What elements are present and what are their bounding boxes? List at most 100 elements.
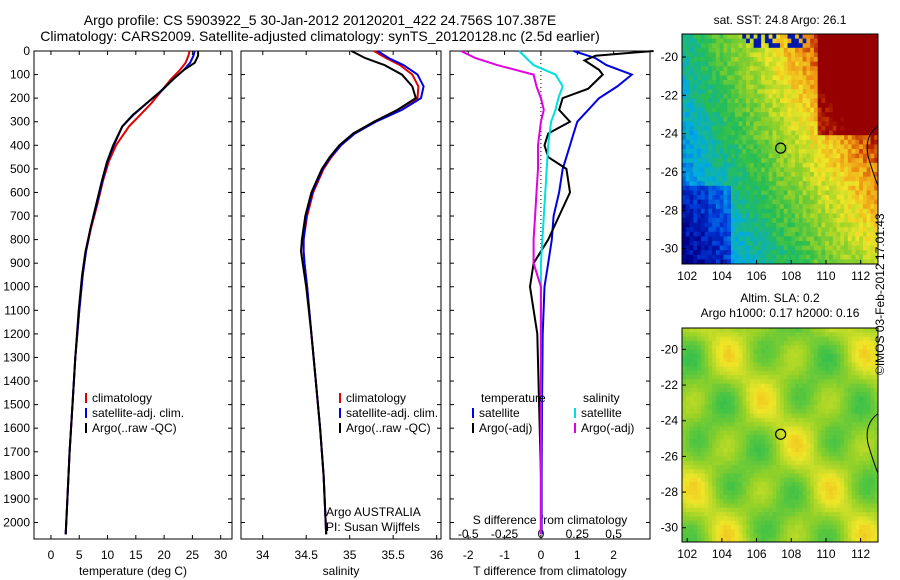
sla-map-cell [742, 379, 747, 385]
sla-map-cell [798, 426, 804, 432]
sst-map-cell [689, 80, 694, 85]
sla-map-cell [780, 413, 785, 419]
sla-map-cell [734, 357, 739, 363]
sst-map-cell [727, 199, 732, 205]
sla-map-cell [847, 537, 853, 543]
sst-map-cell [829, 107, 834, 113]
sst-map-cell [866, 107, 871, 113]
sla-map-cell [855, 456, 860, 462]
sst-map-cell [715, 43, 721, 49]
sst-map-cell [825, 195, 830, 200]
sst-map-cell [689, 218, 694, 223]
sst-map-cell [847, 218, 853, 223]
sst-map-cell [829, 75, 834, 81]
sla-map-cell [791, 435, 796, 440]
sla-map-cell [693, 413, 698, 419]
sst-map-cell [832, 38, 837, 44]
sla-map-cell [791, 512, 796, 517]
sst-map-cell [825, 213, 830, 219]
sla-map-cell [715, 469, 721, 474]
sst-map-cell [862, 259, 868, 265]
sla-map-cell [753, 409, 758, 414]
sst-map-cell [874, 227, 879, 233]
sla-map-cell [704, 533, 709, 539]
sla-map-cell [693, 426, 698, 432]
sla-map-cell [742, 537, 747, 543]
sst-map-cell [727, 61, 732, 67]
sst-map-cell [787, 70, 792, 76]
sla-map-cell [738, 383, 743, 389]
sst-map-cell [772, 149, 777, 154]
sst-map-cell [791, 38, 796, 44]
sst-map-y-tick-label: -28 [661, 203, 679, 217]
sla-map-cell [685, 383, 690, 389]
sla-map-cell [847, 370, 853, 376]
sst-map-cell [802, 121, 807, 127]
sla-map-cell [734, 516, 739, 521]
sla-map-cell [840, 443, 845, 449]
sst-map-cell [723, 162, 728, 168]
sla-map-cell [768, 477, 773, 483]
sst-map-cell [813, 80, 819, 85]
sst-map-cell [704, 103, 709, 108]
sla-map-cell [802, 426, 807, 432]
sla-map-cell [693, 533, 698, 539]
sst-map-cell [870, 47, 875, 53]
sst-map-cell [783, 52, 788, 58]
sst-map-cell [836, 213, 841, 219]
sst-map-cell [685, 185, 690, 191]
sst-map-cell [776, 52, 781, 58]
sst-map-cell [768, 139, 773, 145]
sla-map-cell [825, 409, 830, 414]
sst-map-cell [847, 98, 853, 104]
sla-map-cell [855, 345, 860, 350]
sla-map-cell [855, 507, 860, 513]
sla-map-cell [700, 392, 706, 397]
sst-map-cell [689, 43, 694, 49]
sst-map-cell [806, 34, 811, 39]
sst-map-cell [708, 176, 713, 182]
sla-map-cell [832, 430, 837, 436]
sst-map-cell [772, 57, 777, 62]
sla-map-cell [742, 349, 747, 355]
sla-map-cell [847, 499, 853, 504]
sst-map-cell [704, 158, 709, 164]
sla-map-cell [840, 460, 845, 466]
sst-map-cell [829, 144, 834, 150]
sst-map-cell [780, 121, 785, 127]
sst-map-cell [787, 38, 792, 44]
sst-map-cell [844, 254, 849, 260]
sst-map-cell [847, 139, 853, 145]
sla-map-cell [757, 375, 762, 380]
sst-map-cell [862, 98, 868, 104]
sst-map-cell [764, 126, 770, 131]
sla-map-cell [742, 460, 747, 466]
sla-map-cell [689, 524, 694, 530]
sla-map-cell [829, 447, 834, 453]
sst-map-cell [757, 259, 762, 265]
sla-map-cell [776, 507, 781, 513]
sst-map-y-tick-label: -26 [661, 165, 679, 179]
sst-map-cell [780, 158, 785, 164]
sst-map-cell [817, 204, 822, 210]
sst-map-cell [813, 245, 819, 251]
sla-map-cell [847, 469, 853, 474]
sla-map-cell [734, 464, 739, 470]
sst-map-cell [764, 70, 770, 76]
sst-map-cell [859, 144, 864, 150]
sla-map-cell [731, 452, 736, 457]
sla-map-cell [810, 435, 815, 440]
sst-map-cell [844, 57, 849, 62]
sla-map-cell [682, 512, 687, 517]
sst-map-cell [697, 112, 702, 118]
sst-map-cell [806, 208, 811, 214]
sst-map-cell [738, 204, 743, 210]
sst-map-cell [783, 208, 788, 214]
sst-map-cell [874, 167, 879, 173]
sst-map-cell [874, 130, 879, 136]
sst-map-cell [798, 34, 804, 39]
sst-map-cell [821, 227, 826, 233]
sst-map-cell [783, 195, 788, 200]
sla-map-cell [757, 469, 762, 474]
sla-map-cell [682, 366, 687, 372]
